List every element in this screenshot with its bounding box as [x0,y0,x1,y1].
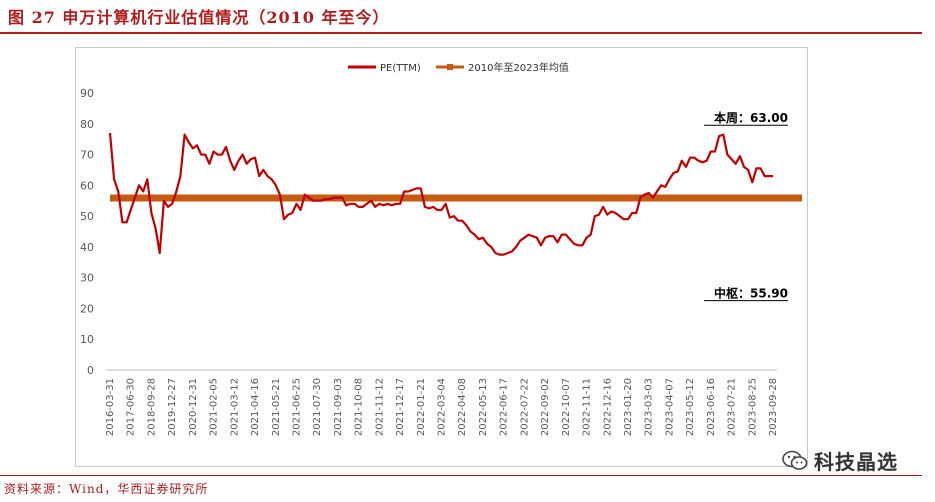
y-tick-label: 90 [80,87,94,100]
y-tick-label: 80 [80,118,94,131]
y-tick-label: 60 [80,179,94,192]
x-tick-label: 2023-03-03 [644,378,655,436]
x-tick-label: 2022-04-08 [457,378,468,436]
x-tick-label: 2022-11-11 [582,378,593,436]
y-axis: 0 10 20 30 40 50 60 70 80 90 [80,87,94,377]
x-tick-label: 2021-03-12 [229,378,240,436]
x-tick-label: 2021-10-08 [354,378,365,436]
chart-container: PE(TTM) 2010年至2023年均值 0 10 20 30 40 50 60 70 80 9… [75,47,808,467]
watermark-text: 科技晶选 [814,450,898,474]
x-tick-label: 2022-10-07 [561,378,572,436]
x-tick-label: 2023-06-16 [706,378,717,436]
x-tick-label: 2023-04-07 [664,378,675,436]
x-tick-label: 2023-08-25 [747,378,758,436]
legend-label-mean: 2010年至2023年均值 [468,61,569,74]
x-tick-label: 2016-03-31 [105,378,116,436]
x-tick-label: 2017-06-30 [126,378,137,436]
legend-label-pe: PE(TTM) [380,63,421,74]
x-tick-label: 2018-09-28 [146,378,157,436]
x-axis: 2016-03-31 2017-06-30 2018-09-28 2019-12-27… [105,369,779,436]
x-tick-label: 2021-05-21 [271,378,282,436]
source-note: 资料来源：Wind，华西证券研究所 [4,482,209,496]
x-tick-label: 2021-06-25 [291,378,302,436]
x-tick-label: 2023-07-21 [727,378,738,436]
x-tick-label: 2022-05-13 [478,378,489,436]
legend-marker-mean [447,64,453,70]
x-tick-label: 2020-12-31 [188,378,199,436]
watermark: 科技晶选 [782,446,898,475]
y-tick-label: 70 [80,149,94,162]
y-tick-label: 50 [80,210,94,223]
footer-rule [0,475,922,476]
x-tick-label: 2021-09-03 [333,378,344,436]
x-tick-label: 2021-07-30 [312,378,323,436]
annotation-this-week: 本周：63.00 [714,110,788,125]
x-tick-label: 2021-04-16 [250,378,261,436]
x-tick-label: 2023-01-20 [623,378,634,436]
annotation-median: 中枢：55.90 [714,286,788,301]
wechat-icon [782,450,808,470]
x-tick-label: 2021-02-05 [209,378,220,436]
y-tick-label: 0 [87,364,94,377]
x-tick-label: 2022-01-21 [416,378,427,436]
x-tick-label: 2022-09-02 [540,378,551,436]
annotations: 本周：63.00 中枢：55.90 [704,110,788,302]
x-tick-label: 2022-03-04 [437,378,448,436]
x-tick-label: 2022-12-16 [602,378,613,436]
pe-line-chart: PE(TTM) 2010年至2023年均值 0 10 20 30 40 50 60 70 80 9… [80,61,802,436]
legend: PE(TTM) 2010年至2023年均值 [348,61,569,74]
title-rule [0,32,922,34]
y-tick-label: 40 [80,241,94,254]
figure-title: 图 27 申万计算机行业估值情况（2010 年至今） [8,8,390,27]
y-tick-label: 20 [80,302,94,315]
x-tick-label: 2019-12-27 [167,378,178,436]
x-tick-label: 2022-07-22 [519,378,530,436]
y-tick-label: 10 [80,333,94,346]
y-tick-label: 30 [80,272,94,285]
x-tick-label: 2023-09-28 [768,378,779,436]
x-tick-label: 2022-06-17 [499,378,510,436]
x-tick-label: 2023-05-12 [685,378,696,436]
pe-series-line [108,132,773,256]
x-tick-label: 2021-12-17 [395,378,406,436]
plot-area [108,132,802,256]
x-tick-label: 2021-11-12 [374,378,385,436]
